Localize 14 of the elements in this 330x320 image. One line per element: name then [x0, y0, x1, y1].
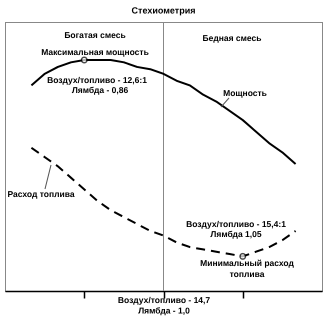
x-axis-title: Лямбда - 1,0	[138, 306, 190, 316]
text: Богатая смесь	[64, 30, 126, 40]
annotation: Лямбда 1,05	[210, 229, 262, 239]
annotation: Минимальный расход	[200, 258, 294, 268]
annotation: Лямбда - 0,86	[72, 85, 128, 95]
series-label: Расход топлива	[7, 189, 75, 199]
annotation: Воздух/топливо - 12,6:1	[47, 75, 148, 85]
series-label: Мощность	[223, 88, 267, 98]
annotation: топлива	[230, 269, 265, 279]
chart-title: Стехиометрия	[132, 6, 196, 16]
text: Максимальная мощность	[41, 47, 149, 57]
text: Бедная смесь	[202, 33, 262, 43]
text: Воздух/топливо - 14,7	[118, 295, 210, 305]
annotation: Воздух/топливо - 15,4:1	[186, 219, 286, 229]
